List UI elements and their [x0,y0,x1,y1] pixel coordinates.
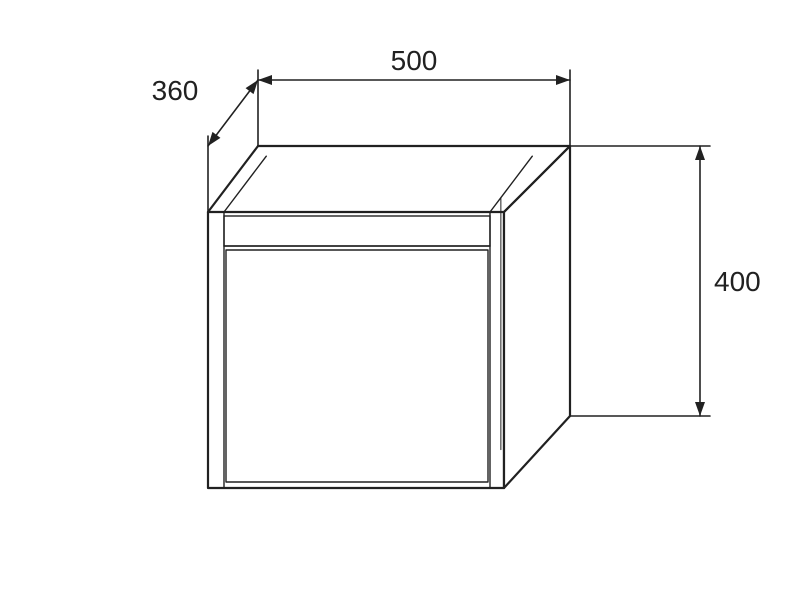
dimension-depth-label: 360 [152,75,199,106]
drawing-stage: 500 360 400 [0,0,800,600]
dimension-drawing: 500 360 400 [0,0,800,600]
dimension-width-label: 500 [391,45,438,76]
object-layer [208,146,570,488]
dimension-height-label: 400 [714,266,761,297]
